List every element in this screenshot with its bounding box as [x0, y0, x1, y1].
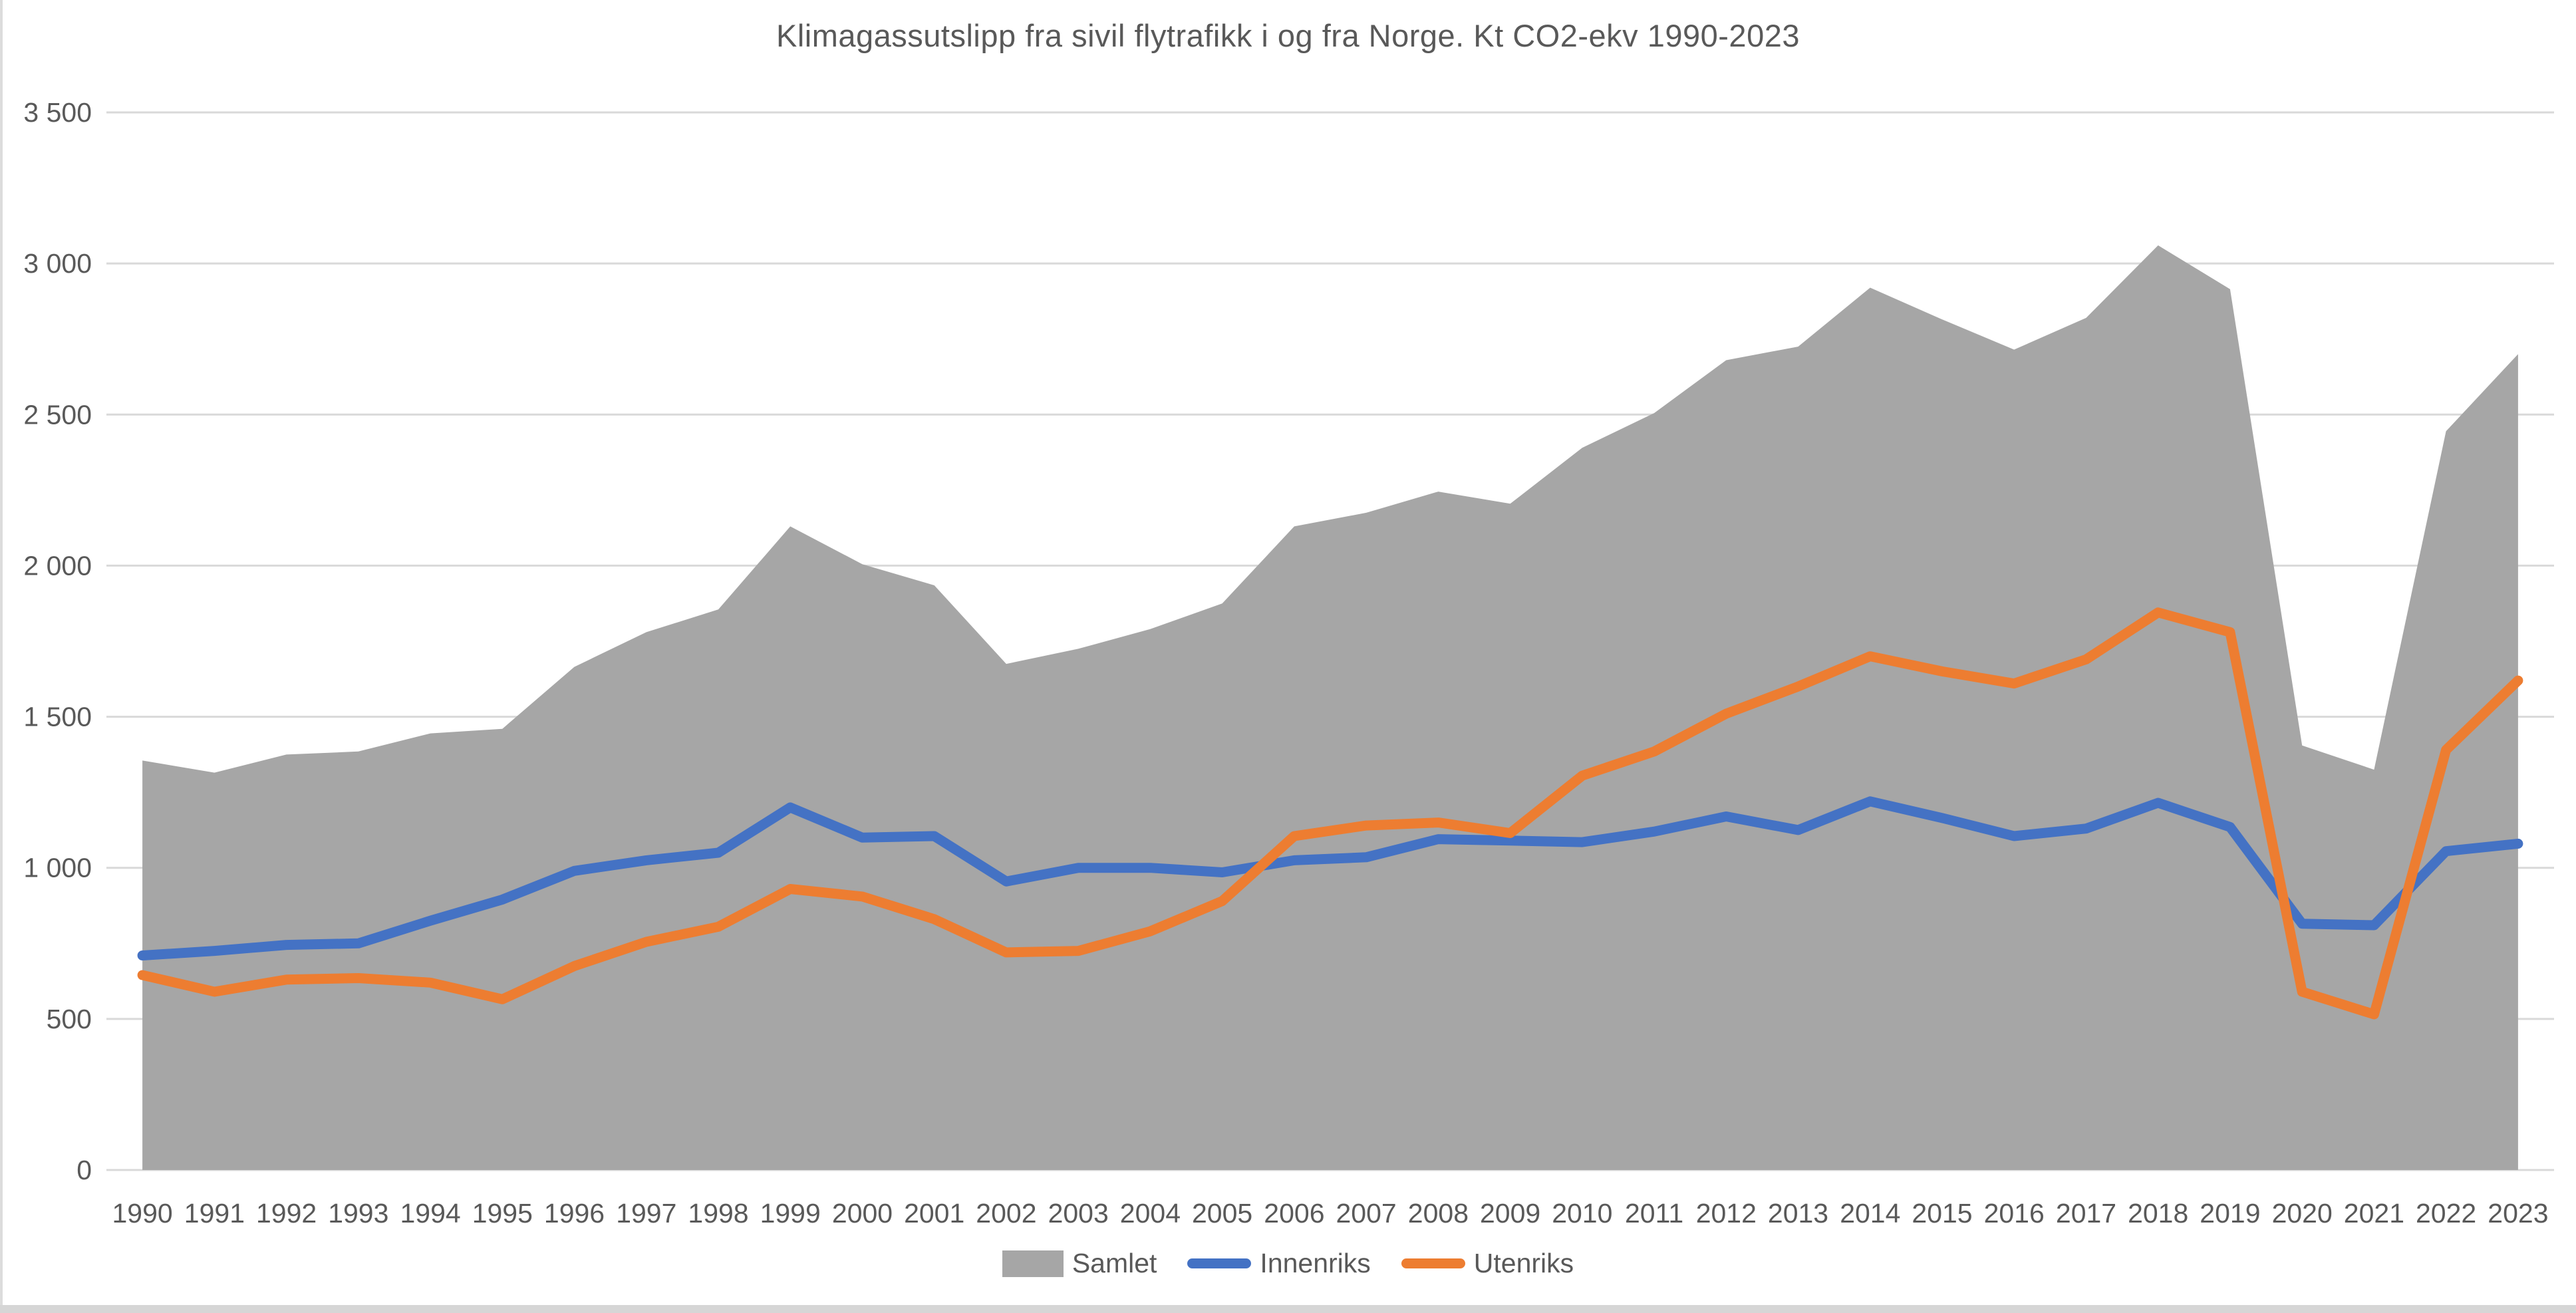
- legend-item-samlet[interactable]: Samlet: [1002, 1248, 1157, 1279]
- x-axis-label: 2017: [2056, 1198, 2116, 1229]
- y-axis-label: 3 500: [23, 97, 92, 128]
- x-axis-label: 2005: [1192, 1198, 1252, 1229]
- legend-swatch-utenriks: [1401, 1258, 1465, 1268]
- y-axis-label: 3 000: [23, 248, 92, 279]
- x-axis-label: 2018: [2128, 1198, 2188, 1229]
- x-axis-label: 1995: [472, 1198, 533, 1229]
- x-axis-label: 2014: [1840, 1198, 1900, 1229]
- x-axis-label: 2020: [2272, 1198, 2333, 1229]
- x-axis-label: 2009: [1480, 1198, 1540, 1229]
- y-axis-label: 500: [47, 1004, 92, 1034]
- x-axis-label: 2013: [1768, 1198, 1828, 1229]
- y-axis-label: 1 500: [23, 702, 92, 732]
- legend-swatch-samlet: [1002, 1250, 1064, 1277]
- x-axis-label: 2022: [2416, 1198, 2476, 1229]
- x-axis-label: 2006: [1264, 1198, 1324, 1229]
- x-axis-label: 1998: [688, 1198, 748, 1229]
- chart-legend: Samlet Innenriks Utenriks: [0, 1248, 2576, 1279]
- legend-swatch-innenriks: [1187, 1258, 1252, 1268]
- window-bottom-edge: [0, 1305, 2576, 1313]
- y-axis-label: 2 000: [23, 550, 92, 581]
- x-axis-label: 1991: [184, 1198, 245, 1229]
- x-axis-label: 2008: [1408, 1198, 1469, 1229]
- y-axis-label: 2 500: [23, 399, 92, 430]
- x-axis-label: 2012: [1696, 1198, 1757, 1229]
- x-axis-label: 2011: [1625, 1198, 1683, 1229]
- legend-item-innenriks[interactable]: Innenriks: [1187, 1248, 1371, 1279]
- x-axis-label: 1997: [616, 1198, 676, 1229]
- x-axis-label: 2010: [1552, 1198, 1612, 1229]
- x-axis-label: 2001: [904, 1198, 964, 1229]
- series-utenriks-line: [137, 607, 2523, 1020]
- y-axis-label: 1 000: [23, 853, 92, 883]
- legend-label-samlet: Samlet: [1072, 1248, 1157, 1278]
- y-axis-label: 0: [76, 1155, 92, 1185]
- x-axis-label: 1996: [544, 1198, 605, 1229]
- x-axis-label: 2003: [1048, 1198, 1109, 1229]
- window-left-border: [0, 0, 3, 1313]
- chart-title: Klimagassutslipp fra sivil flytrafikk i …: [776, 18, 1800, 53]
- x-axis-label: 2021: [2344, 1198, 2404, 1229]
- x-axis-label: 2023: [2488, 1198, 2548, 1229]
- series-samlet-area: [142, 245, 2518, 1170]
- series-innenriks-line: [137, 796, 2523, 960]
- legend-item-utenriks[interactable]: Utenriks: [1401, 1248, 1574, 1279]
- x-axis-label: 2002: [976, 1198, 1036, 1229]
- x-axis-label: 2015: [1912, 1198, 1972, 1229]
- x-axis-label: 2000: [832, 1198, 893, 1229]
- x-axis-label: 2007: [1336, 1198, 1396, 1229]
- x-axis-label: 1990: [112, 1198, 172, 1229]
- x-axis-label: 1993: [328, 1198, 388, 1229]
- x-axis-label: 1994: [400, 1198, 460, 1229]
- legend-label-utenriks: Utenriks: [1473, 1248, 1574, 1278]
- x-axis-label: 2019: [2200, 1198, 2260, 1229]
- x-axis-label: 2004: [1120, 1198, 1181, 1229]
- x-axis-label: 2016: [1984, 1198, 2045, 1229]
- x-axis-label: 1999: [760, 1198, 821, 1229]
- legend-label-innenriks: Innenriks: [1260, 1248, 1371, 1278]
- x-axis-label: 1992: [256, 1198, 317, 1229]
